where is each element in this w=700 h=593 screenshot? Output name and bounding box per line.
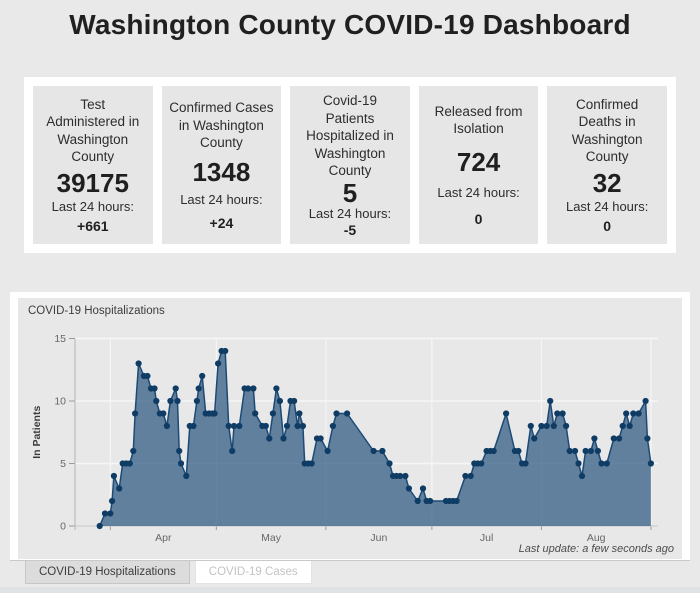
stat-card-title: Test Administered in Washington County (46, 96, 140, 165)
tab-bar: COVID-19 Hospitalizations COVID-19 Cases (10, 561, 690, 584)
stat-card: Released from Isolation 724 Last 24 hours:… (418, 86, 539, 244)
stats-panel: Test Administered in Washington County 39… (24, 77, 676, 253)
stat-card-title: Confirmed Deaths in Washington County (571, 96, 643, 165)
svg-text:Jun: Jun (370, 532, 387, 544)
stat-card-value: 32 (592, 167, 622, 198)
last-update-note: Last update: a few seconds ago (518, 543, 674, 555)
stat-card-value: 1348 (192, 157, 251, 188)
svg-text:Apr: Apr (155, 532, 172, 544)
chart-panel: COVID-19 Hospitalizations 0 5 10 15 Apr May Ju… (18, 298, 682, 559)
svg-text:5: 5 (60, 458, 66, 470)
svg-text:In Patients: In Patients (31, 406, 43, 459)
stat-card-value: 724 (456, 146, 501, 177)
stat-card-title: Released from Isolation (434, 103, 523, 137)
stat-card-title: Covid-19 Patients Hospitalized in Washin… (306, 93, 394, 179)
stat-card-period-label: Last 24 hours: (308, 206, 392, 222)
stat-card: Covid-19 Patients Hospitalized in Washin… (290, 86, 410, 244)
stat-card-change: +661 (77, 218, 109, 235)
tab-covid-19-cases[interactable]: COVID-19 Cases (194, 561, 312, 584)
svg-text:0: 0 (60, 521, 66, 533)
chart-card: COVID-19 Hospitalizations 0 5 10 15 Apr May Ju… (10, 292, 690, 561)
svg-text:May: May (261, 532, 282, 544)
stat-card-value: 39175 (56, 167, 129, 198)
svg-text:15: 15 (54, 333, 66, 345)
stat-card-period-label: Last 24 hours: (180, 192, 263, 208)
stat-card-period-label: Last 24 hours: (51, 199, 134, 215)
chart-title: COVID-19 Hospitalizations (28, 305, 165, 317)
stat-card-period-label: Last 24 hours: (565, 199, 649, 215)
stat-card: Test Administered in Washington County 39… (33, 86, 153, 244)
stat-card-period-label: Last 24 hours: (437, 185, 520, 201)
stat-card-change: 0 (474, 211, 483, 228)
stat-card-title: Confirmed Cases in Washington County (169, 100, 274, 151)
window-edge-strip (0, 587, 700, 593)
stat-card: Confirmed Cases in Washington County 1348… (161, 86, 282, 244)
svg-text:Jul: Jul (480, 532, 493, 544)
svg-text:Aug: Aug (587, 532, 606, 544)
page-title: Washington County COVID-19 Dashboard (69, 9, 631, 40)
stat-card-value: 5 (342, 178, 358, 209)
stat-card-change: -5 (343, 221, 357, 238)
stat-card-change: 0 (603, 218, 612, 235)
tab-covid-19-hospitalizations[interactable]: COVID-19 Hospitalizations (25, 561, 190, 584)
covid-hospitalizations-chart[interactable]: 0 5 10 15 Apr May Jun Jul Aug In Patients (18, 326, 682, 551)
stat-card: Confirmed Deaths in Washington County 32 L… (547, 86, 667, 244)
svg-text:10: 10 (54, 396, 66, 408)
stat-card-change: +24 (209, 214, 234, 231)
